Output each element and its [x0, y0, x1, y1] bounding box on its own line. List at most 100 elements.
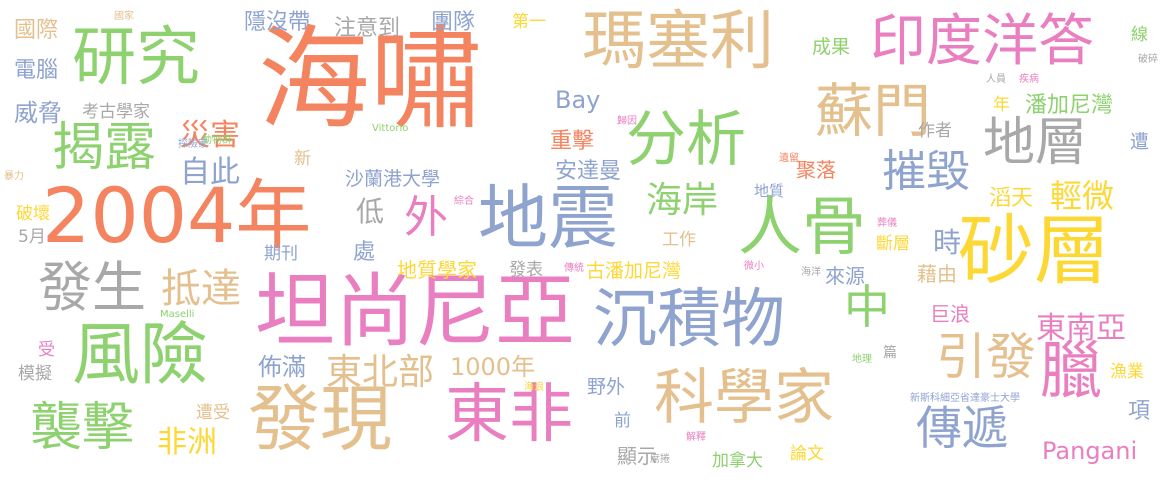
word-risk: 風險 [72, 316, 209, 395]
word-fault: 斷層 [876, 234, 910, 254]
word-analysis: 分析 [626, 105, 746, 175]
word-publish: 發表 [509, 260, 543, 280]
word-encounter: 遭 [1130, 131, 1150, 153]
word-explorer: 探險家 [178, 139, 208, 150]
word-vittorio: Vittorio [372, 123, 409, 134]
word-indian-ocean: 印度洋答 [870, 9, 1094, 74]
word-comprehensive: 綜合 [454, 196, 474, 207]
word-la: 臘 [1040, 334, 1103, 407]
word-field: 野外 [587, 376, 626, 398]
word-masselli: 瑪塞利 [582, 5, 774, 79]
word-towering: 滔天 [989, 186, 1034, 211]
word-suffer: 遭受 [196, 403, 230, 423]
word-scientist: 科學家 [654, 363, 834, 433]
word-sweep: 席捲 [650, 454, 670, 465]
word-sumen: 蘇門 [815, 77, 932, 145]
word-time: 時 [933, 226, 962, 259]
word-discovery: 發現 [248, 377, 393, 461]
word-tanzania: 坦尚尼亞 [255, 265, 575, 358]
word-sediment: 沉積物 [593, 283, 785, 357]
word-giant-wave: 巨浪 [930, 302, 970, 326]
word-tiny: 微小 [744, 261, 764, 272]
word-canada: 加拿大 [712, 451, 763, 471]
word-occur: 發生 [38, 256, 146, 319]
word-covered: 佈滿 [258, 353, 306, 381]
word-maselli: Maselli [160, 309, 195, 320]
word-article: 篇 [883, 345, 897, 361]
word-journal: 期刊 [264, 244, 298, 264]
word-destroy: 摧毀 [882, 146, 970, 197]
word-fishery: 漁業 [1110, 362, 1144, 382]
word-coast: 海岸 [646, 180, 719, 221]
word-show: 顯示 [617, 444, 657, 468]
word-low: 低 [356, 195, 385, 228]
word-transmit: 傳遞 [916, 401, 1008, 455]
word-team: 團隊 [431, 10, 476, 35]
word-work: 工作 [662, 230, 696, 250]
word-outside: 外 [404, 192, 448, 243]
word-computer: 電腦 [14, 58, 59, 83]
word-trigger: 引發 [936, 328, 1036, 386]
word-paper: 論文 [790, 444, 824, 464]
word-line: 線 [1131, 25, 1148, 45]
word-noticed: 注意到 [334, 16, 401, 41]
word-dalhousie: 新斯科細亞省達豪士大學 [910, 393, 1020, 404]
word-by-means: 藉由 [917, 262, 957, 286]
word-southeast-asia: 東南亞 [1036, 311, 1126, 346]
word-arrive: 抵達 [161, 266, 241, 312]
word-africa: 非洲 [157, 425, 217, 460]
word-research: 研究 [72, 21, 200, 95]
word-fauna: 動物群 [202, 135, 232, 146]
word-archaeologist: 考古學家 [82, 102, 150, 122]
word-geology: 地質 [754, 182, 785, 200]
word-explain: 解釋 [686, 432, 706, 443]
word-may: 5月 [18, 227, 46, 247]
word-attribute: 歸因 [617, 116, 637, 127]
word-broken: 破碎 [1138, 54, 1158, 65]
word-pangani: Pangani [1042, 437, 1138, 465]
word-place: 處 [353, 240, 376, 265]
word-pangani-bay: 潘加尼灣 [1025, 93, 1114, 118]
word-subduction: 隱沒帶 [244, 10, 311, 35]
word-result: 成果 [812, 36, 851, 58]
word-country: 國家 [114, 11, 134, 22]
word-bay: Bay [555, 86, 601, 114]
word-andaman: 安達曼 [555, 159, 622, 184]
word-attack: 襲擊 [30, 398, 135, 458]
word-receive: 受 [38, 340, 55, 360]
word-geologist: 地質學家 [397, 258, 477, 282]
word-author: 作者 [918, 121, 952, 141]
word-first: 第一 [512, 12, 546, 32]
word-settlement: 聚落 [796, 158, 836, 182]
word-tradition: 傳統 [564, 263, 584, 274]
word-tsunami: 海嘯 [258, 15, 482, 145]
word-sand-layer: 砂層 [958, 206, 1110, 295]
word-burial: 葬儀 [877, 218, 897, 229]
word-new: 新 [294, 149, 311, 169]
word-year: 年 [993, 95, 1010, 115]
word-middle: 中 [844, 280, 890, 334]
word-threat: 威脅 [14, 99, 62, 127]
word-geography: 地理 [852, 354, 872, 365]
word-since: 自此 [180, 155, 240, 190]
word-disease: 疾病 [1019, 74, 1039, 85]
word-stratum: 地層 [983, 113, 1088, 173]
word-international: 國際 [14, 18, 59, 43]
word-human-bone: 人骨 [738, 191, 866, 265]
word-ancient-pangani: 古潘加尼灣 [586, 260, 682, 282]
word-1000-years: 1000年 [450, 353, 536, 381]
word-earthquake: 地震 [478, 177, 618, 259]
word-reveal: 揭露 [52, 118, 157, 178]
word-dar-es-salaam: 沙蘭港大學 [345, 168, 441, 190]
word-heavy-blow: 重擊 [550, 129, 595, 154]
word-east-africa: 東非 [445, 378, 573, 452]
word-source: 來源 [825, 264, 865, 288]
word-violence: 暴力 [4, 171, 24, 182]
word-disaster: 災害 [180, 118, 240, 153]
word-ocean: 海洋 [801, 267, 821, 278]
word-2004: 2004年 [42, 171, 312, 260]
word-slight: 輕微 [1050, 177, 1115, 215]
word-personnel: 人員 [986, 74, 1006, 85]
word-item: 項 [1128, 399, 1151, 424]
